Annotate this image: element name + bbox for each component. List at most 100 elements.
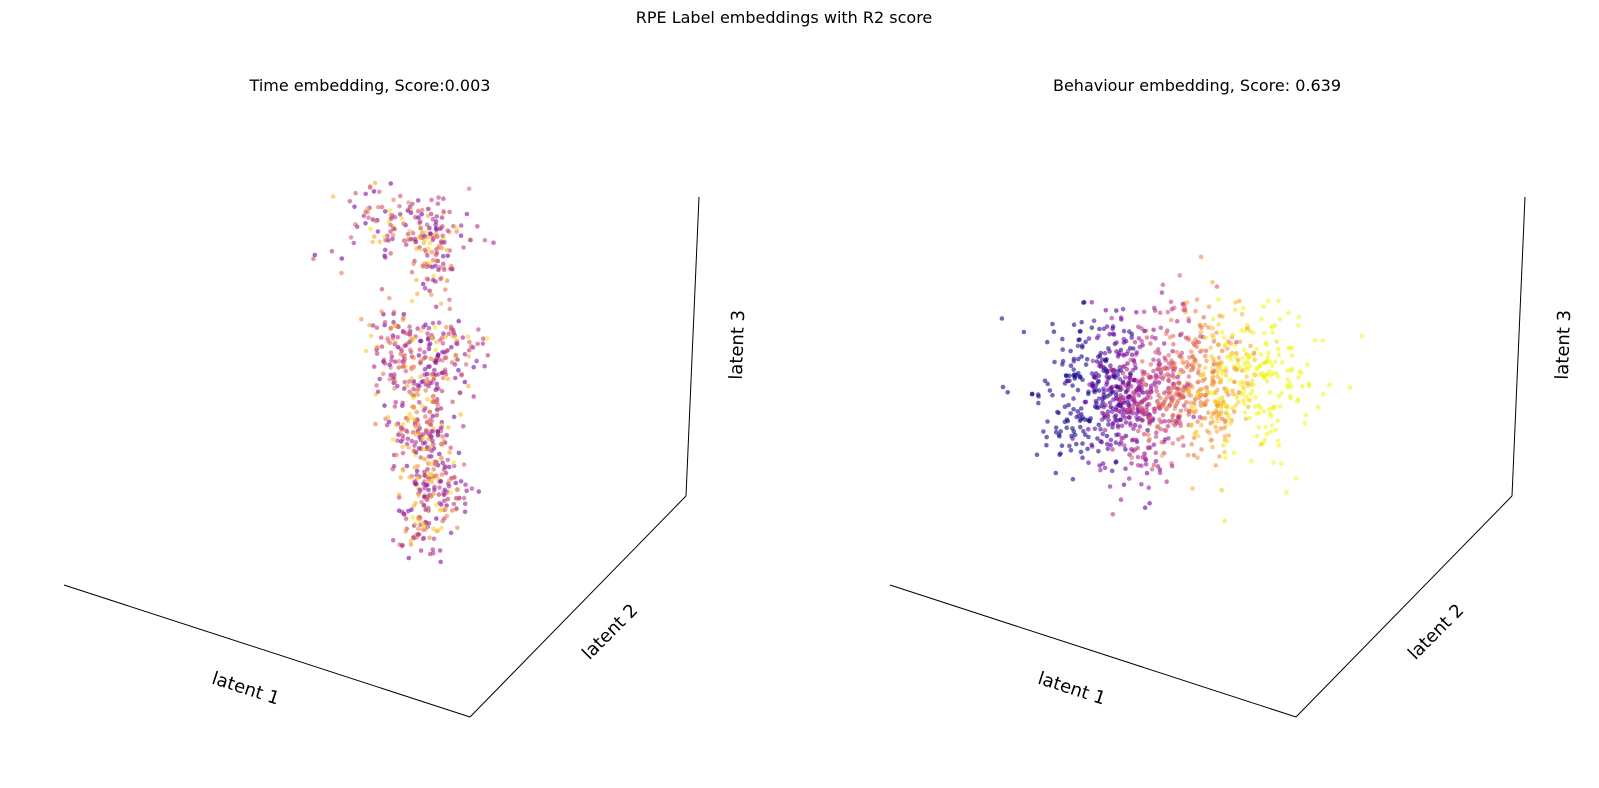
behaviour-data-point: [1275, 438, 1280, 444]
behaviour-data-point: [1243, 416, 1249, 422]
behaviour-data-point: [1055, 409, 1060, 415]
behaviour-data-point: [1123, 389, 1129, 395]
time-ylabel: latent 2: [578, 600, 642, 664]
behaviour-data-point: [1052, 359, 1057, 365]
time-data-point: [411, 386, 416, 392]
behaviour-data-point: [1243, 365, 1249, 370]
behaviour-data-point: [1218, 379, 1223, 385]
behaviour-data-point: [1121, 340, 1127, 345]
behaviour-data-point: [1195, 455, 1200, 461]
behaviour-data-point: [1199, 325, 1204, 330]
behaviour-data-point: [1286, 310, 1291, 316]
behaviour-data-point: [1060, 336, 1065, 342]
time-data-point: [466, 353, 472, 359]
time-data-point: [401, 221, 406, 226]
behaviour-data-point: [1072, 432, 1078, 438]
behaviour-data-point: [1086, 460, 1091, 466]
behaviour-data-point: [1126, 415, 1132, 420]
behaviour-data-point: [1045, 419, 1050, 424]
behaviour-data-point: [1078, 424, 1083, 430]
behaviour-data-point: [1176, 380, 1181, 386]
time-data-point: [397, 204, 402, 209]
time-data-point: [425, 436, 431, 442]
behaviour-data-point: [1139, 359, 1145, 364]
time-data-point: [425, 467, 430, 472]
behaviour-data-point: [1136, 409, 1141, 415]
time-data-point: [393, 359, 398, 365]
time-data-point: [440, 375, 446, 381]
time-data-point: [456, 450, 462, 456]
time-data-point: [461, 495, 467, 501]
behaviour-data-point: [1160, 376, 1166, 382]
behaviour-data-point: [1123, 466, 1128, 472]
behaviour-data-point: [1222, 419, 1228, 425]
behaviour-data-point: [1130, 448, 1136, 454]
behaviour-data-point: [1080, 345, 1085, 350]
behaviour-data-point: [1092, 426, 1098, 432]
time-data-point: [435, 528, 441, 534]
time-data-point: [400, 542, 405, 548]
time-data-point: [450, 508, 455, 513]
behaviour-data-point: [1202, 415, 1208, 421]
behaviour-data-point: [1192, 431, 1198, 436]
time-data-point: [382, 320, 388, 325]
time-data-point: [387, 295, 392, 301]
behaviour-data-point: [1081, 300, 1086, 305]
time-data-point: [416, 516, 421, 521]
time-data-point: [438, 559, 444, 565]
behaviour-data-point: [1359, 333, 1365, 339]
behaviour-data-point: [1123, 375, 1128, 380]
behaviour-data-point: [1305, 362, 1310, 368]
behaviour-data-point: [1074, 441, 1079, 447]
behaviour-data-point: [1191, 453, 1197, 458]
behaviour-data-point: [1273, 359, 1278, 365]
time-data-point: [375, 229, 381, 234]
behaviour-data-point: [1106, 422, 1111, 427]
behaviour-data-point: [1151, 305, 1157, 311]
behaviour-data-point: [1287, 345, 1293, 351]
time-data-point: [399, 216, 405, 221]
behaviour-data-point: [1169, 306, 1175, 312]
time-data-point: [468, 237, 473, 243]
behaviour-data-point: [1125, 361, 1130, 366]
time-data-point: [407, 474, 412, 480]
behaviour-data-point: [1156, 392, 1161, 398]
behaviour-data-point: [1183, 335, 1189, 341]
behaviour-data-point: [1156, 366, 1162, 372]
behaviour-data-point: [1136, 393, 1142, 398]
behaviour-data-point: [1128, 357, 1133, 363]
behaviour-data-point: [1097, 353, 1103, 359]
behaviour-data-point: [1210, 316, 1216, 322]
time-data-point: [385, 415, 391, 420]
behaviour-scatter-points: [999, 254, 1365, 524]
time-data-point: [431, 526, 436, 531]
time-data-point: [392, 386, 397, 391]
time-data-point: [418, 455, 424, 460]
behaviour-data-point: [1134, 389, 1140, 394]
behaviour-zlabel: latent 3: [1552, 310, 1575, 381]
time-data-point: [432, 473, 438, 479]
time-data-point: [382, 209, 388, 214]
behaviour-data-point: [1090, 358, 1096, 364]
time-data-point: [433, 347, 438, 353]
behaviour-data-point: [1103, 308, 1109, 313]
behaviour-data-point: [1100, 431, 1106, 437]
behaviour-data-point: [1302, 420, 1308, 426]
behaviour-data-point: [1053, 425, 1059, 431]
time-data-point: [405, 416, 411, 421]
behaviour-data-point: [1151, 357, 1156, 363]
behaviour-data-point: [1174, 319, 1180, 324]
time-data-point: [451, 460, 456, 465]
behaviour-data-point: [1114, 340, 1119, 345]
behaviour-data-point: [1148, 341, 1153, 346]
time-data-point: [438, 276, 443, 282]
time-data-point: [444, 432, 450, 438]
time-data-point: [416, 215, 421, 220]
time-data-point: [429, 249, 435, 255]
time-data-point: [436, 320, 442, 326]
behaviour-data-point: [1266, 298, 1271, 304]
behaviour-data-point: [1125, 407, 1131, 413]
time-data-point: [379, 309, 385, 314]
behaviour-data-point: [1234, 395, 1240, 400]
